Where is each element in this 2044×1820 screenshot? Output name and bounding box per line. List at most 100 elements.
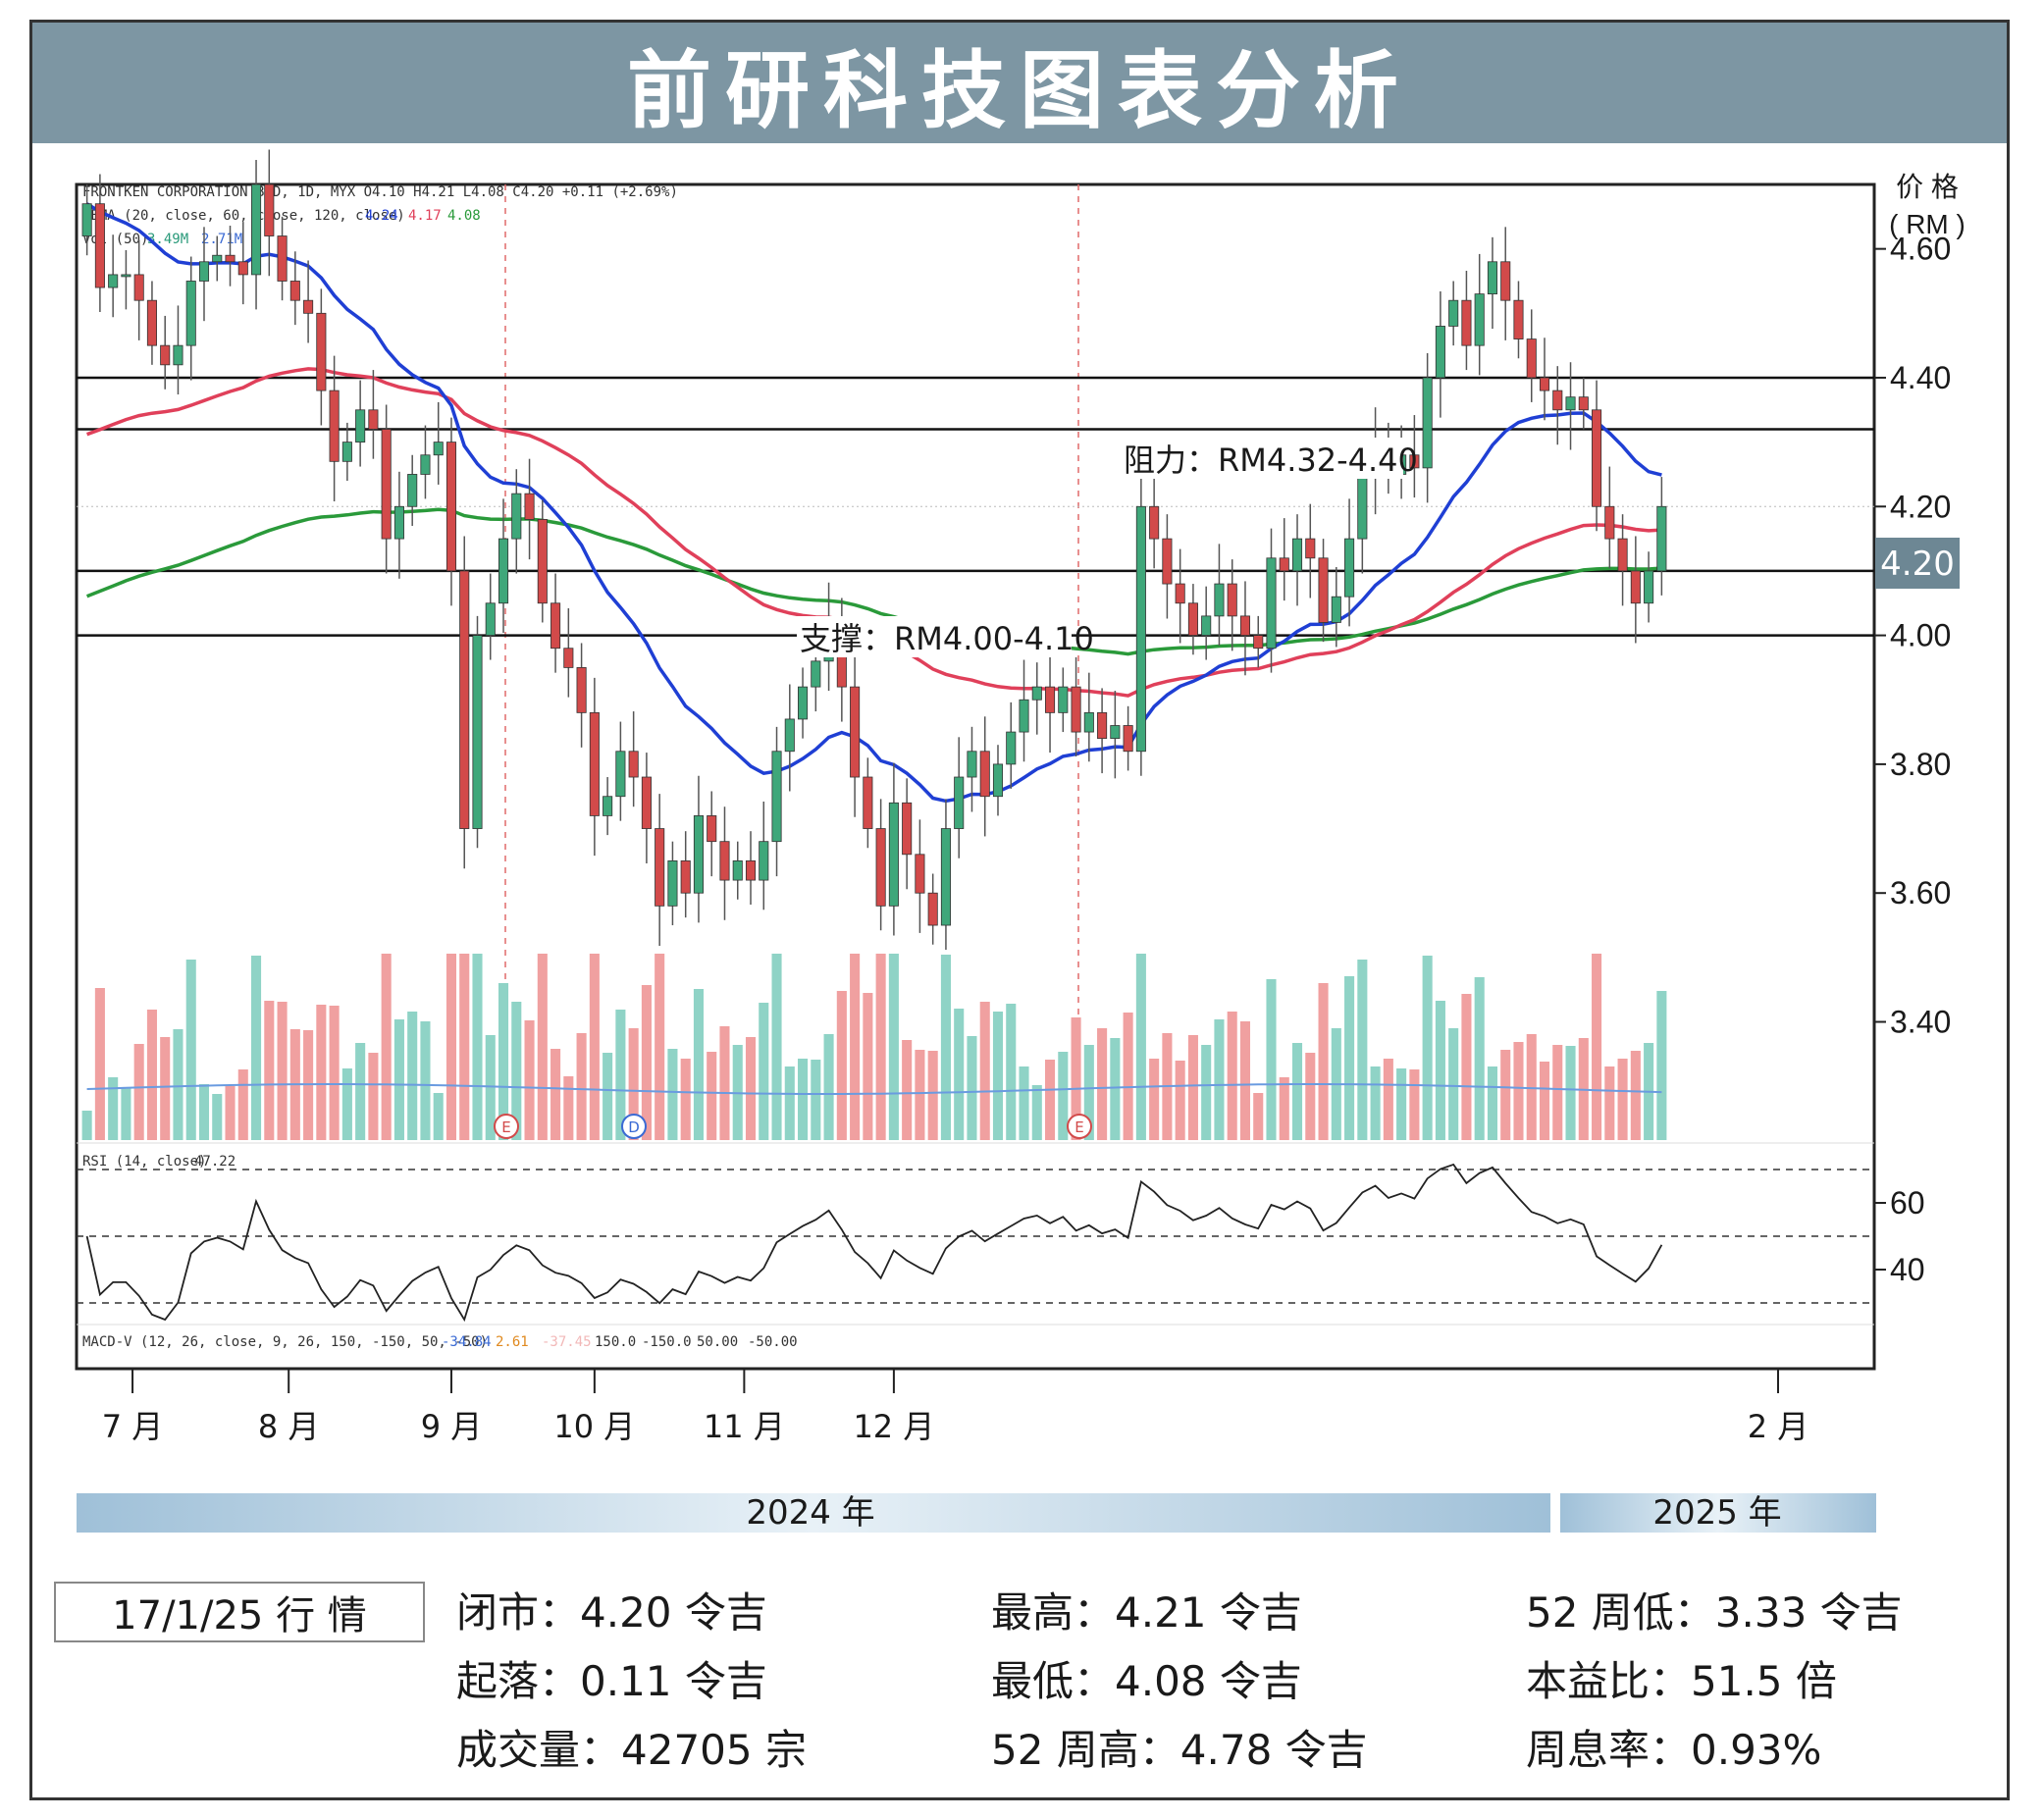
candle [1565, 362, 1576, 450]
volume-bar [1370, 1066, 1381, 1140]
candle [693, 775, 705, 923]
volume-bar [1045, 1060, 1056, 1140]
volume-bar [1123, 1013, 1133, 1140]
volume-bar [1097, 1028, 1108, 1140]
candle [719, 806, 730, 920]
candle [1201, 586, 1212, 660]
candle [1187, 584, 1198, 655]
volume-bar [1565, 1046, 1576, 1140]
macd-value-7: -50.00 [748, 1334, 798, 1350]
volume-bar [1357, 960, 1368, 1140]
candle [198, 227, 210, 322]
volume-bar [615, 1010, 626, 1140]
stat-close: 闭市：4.20 令吉 [456, 1588, 767, 1637]
candle [1461, 270, 1472, 371]
volume-bar [693, 989, 704, 1140]
volume-bar [589, 954, 600, 1140]
candle [1592, 380, 1602, 532]
candle [771, 726, 782, 877]
volume-bar [433, 1093, 444, 1140]
candle [615, 721, 626, 821]
volume-bar [1058, 1052, 1069, 1140]
month-tick-label: 11 月 [704, 1408, 785, 1445]
month-tick-label: 7 月 [102, 1408, 164, 1445]
candle [603, 777, 613, 836]
month-tick-label: 12 月 [853, 1408, 934, 1445]
volume-bar [1175, 1061, 1185, 1140]
volume-bar [1187, 1035, 1198, 1140]
candle [121, 249, 131, 310]
candle [1656, 477, 1667, 596]
price-tick-label: 3.80 [1890, 747, 1951, 782]
candle [1422, 353, 1433, 503]
volume-bar [992, 1012, 1004, 1140]
candle [850, 651, 861, 817]
candle [1044, 651, 1056, 754]
ema-label: 3EMA (20, close, 60, close, 120, close) [82, 208, 405, 224]
volume-bar [173, 1029, 183, 1140]
volume-bar [94, 988, 105, 1140]
stat-52w-high: 52 周高：4.78 令吉 [991, 1726, 1368, 1774]
price-tick-label: 4.00 [1890, 618, 1951, 653]
page-title: 前研科技图表分析 [627, 42, 1412, 140]
candle [81, 184, 92, 256]
macd-value-6: 50.00 [697, 1334, 738, 1350]
candle [511, 469, 522, 574]
candle [316, 288, 327, 426]
volume-bar [823, 1034, 834, 1140]
volume-bar [1006, 1004, 1017, 1140]
volume-bar [902, 1040, 913, 1140]
volume-bar [628, 1028, 639, 1140]
volume-bar [1279, 1077, 1289, 1140]
volume-bar [459, 954, 470, 1140]
candle [524, 458, 535, 560]
price-tick-label: 4.60 [1890, 232, 1951, 267]
volume-bar [445, 954, 457, 1140]
volume-bar [863, 993, 873, 1140]
volume-bar [264, 1001, 275, 1140]
candle [1644, 551, 1654, 623]
volume-bar [1149, 1059, 1160, 1140]
price-tick-label: 3.40 [1890, 1005, 1951, 1040]
ema120-value: 4.08 [447, 208, 481, 224]
candle [863, 757, 873, 849]
volume-bar [836, 991, 847, 1140]
candle [1227, 559, 1237, 651]
volume-bar [798, 1059, 809, 1140]
volume-bar [771, 954, 782, 1140]
volume-bar [1592, 954, 1602, 1140]
candle [784, 684, 795, 792]
volume-bar [1071, 1017, 1081, 1140]
volume-bar [1135, 954, 1146, 1140]
volume-bar [146, 1010, 157, 1140]
candle [1435, 290, 1445, 418]
candle [1409, 415, 1420, 498]
volume-bar [915, 1050, 925, 1140]
candle [1162, 514, 1173, 619]
candle [341, 422, 352, 482]
candle [927, 873, 938, 945]
candle [940, 799, 951, 950]
earnings-marker-1: D [621, 1114, 647, 1139]
candle [1266, 528, 1277, 673]
volume-bar [655, 954, 665, 1140]
rsi-label: RSI (14, close) [82, 1154, 206, 1170]
candle [433, 401, 444, 485]
candle [173, 305, 183, 395]
support-label: 支撑：RM4.00-4.10 [800, 620, 1094, 657]
candle [289, 251, 300, 326]
candle [759, 801, 769, 910]
candle [1175, 548, 1185, 644]
volume-bar [277, 1002, 288, 1140]
candle [1149, 466, 1160, 569]
earnings-marker-label: E [501, 1118, 510, 1136]
volume-bar [1474, 977, 1485, 1140]
candle [641, 753, 652, 864]
volume-bar [1239, 1021, 1251, 1140]
candle [1110, 691, 1121, 779]
volume-bar [1422, 956, 1433, 1140]
volume-bar [1604, 1066, 1615, 1140]
macd-label: MACD-V (12, 26, close, 9, 26, 150, -150,… [82, 1334, 488, 1350]
rsi-value: 47.22 [194, 1154, 236, 1170]
candle [875, 799, 886, 931]
